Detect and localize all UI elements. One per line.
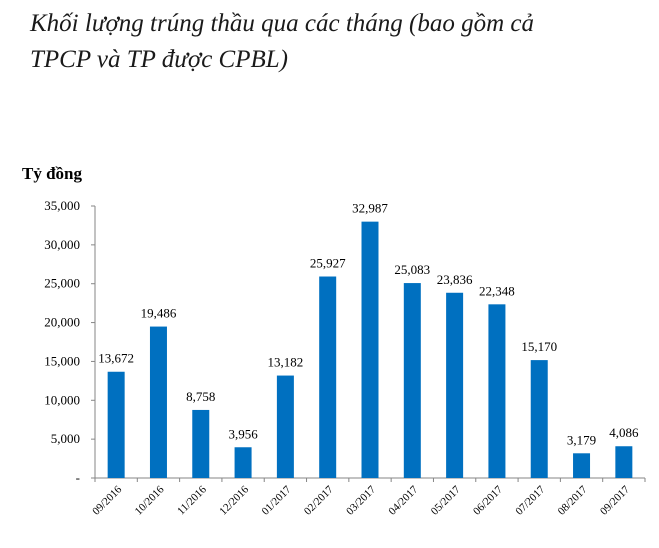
- bar-value-label: 3,179: [567, 432, 596, 447]
- x-tick-label: 12/2016: [217, 483, 251, 517]
- chart-title: Khối lượng trúng thầu qua các tháng (bao…: [30, 6, 650, 78]
- x-tick-label: 11/2016: [175, 483, 209, 517]
- bar: [107, 371, 125, 478]
- y-tick-label: 5,000: [51, 431, 80, 446]
- bar-value-label: 25,927: [310, 256, 346, 271]
- x-tick-label: 02/2017: [302, 483, 336, 517]
- x-tick-label: 08/2017: [556, 483, 590, 517]
- x-tick-label: 04/2017: [386, 483, 420, 517]
- bar: [149, 326, 167, 478]
- bar-value-label: 19,486: [141, 306, 177, 321]
- bar-value-label: 23,836: [437, 272, 473, 287]
- chart-title-line-1: Khối lượng trúng thầu qua các tháng (bao…: [30, 10, 535, 37]
- y-tick-label: 10,000: [44, 392, 80, 407]
- bar: [234, 447, 252, 478]
- bar-value-label: 13,182: [268, 355, 304, 370]
- y-tick-label: 25,000: [44, 276, 80, 291]
- bar: [276, 375, 294, 478]
- bar-value-label: 32,987: [352, 201, 388, 216]
- bar: [573, 453, 591, 478]
- y-tick-label: 20,000: [44, 315, 80, 330]
- x-tick-label: 10/2016: [133, 483, 167, 517]
- bar-value-label: 13,672: [98, 351, 134, 366]
- x-tick-label: 09/2016: [90, 483, 124, 517]
- bar: [192, 409, 210, 478]
- bar-value-label: 15,170: [521, 339, 557, 354]
- y-tick-label: 30,000: [44, 237, 80, 252]
- bar: [615, 446, 633, 478]
- x-tick-label: 06/2017: [471, 483, 505, 517]
- bar-value-label: 8,758: [186, 389, 215, 404]
- bar: [530, 360, 548, 478]
- chart-title-line-2: TPCP và TP được CPBL): [30, 46, 289, 73]
- x-tick-label: 03/2017: [344, 483, 378, 517]
- x-tick-label: 09/2017: [598, 483, 632, 517]
- y-tick-label: -: [76, 470, 80, 485]
- bar-value-label: 25,083: [394, 262, 430, 277]
- x-tick-label: 01/2017: [260, 483, 294, 517]
- y-tick-label: 15,000: [44, 353, 80, 368]
- bar: [446, 292, 464, 478]
- y-tick-label: 35,000: [44, 198, 80, 213]
- bar: [319, 276, 337, 478]
- bar-value-label: 3,956: [228, 426, 258, 441]
- bar: [403, 283, 421, 478]
- bar: [488, 304, 506, 478]
- y-axis-unit-label: Tỷ đồng: [22, 164, 82, 183]
- bar: [361, 221, 379, 478]
- x-tick-label: 05/2017: [429, 483, 463, 517]
- x-tick-label: 07/2017: [513, 483, 547, 517]
- bar-value-label: 4,086: [609, 425, 639, 440]
- bar-value-label: 22,348: [479, 283, 515, 298]
